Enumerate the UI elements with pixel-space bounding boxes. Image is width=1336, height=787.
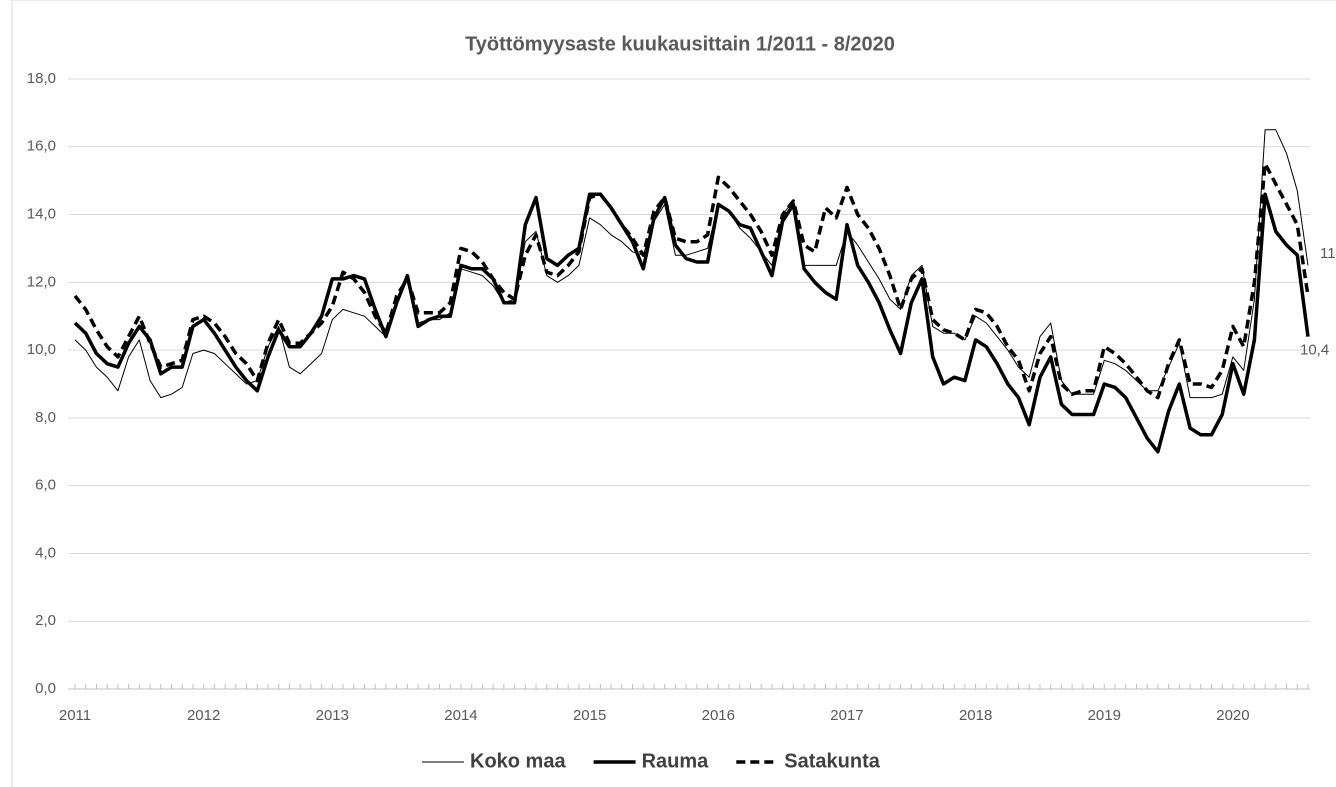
chart-frame: [11, 0, 1336, 787]
y-tick-label: 10,0: [27, 341, 56, 358]
series-line: [73, 161, 1310, 400]
chart-title: Työttömyysaste kuukausittain 1/2011 - 8/…: [465, 33, 895, 55]
y-tick-label: 4,0: [35, 544, 56, 561]
x-tick-label: 2017: [830, 707, 863, 724]
y-tick-label: 16,0: [27, 138, 56, 155]
x-tick-label: 2013: [316, 707, 349, 724]
y-tick-label: 18,0: [27, 70, 56, 87]
legend-label: Koko maa: [470, 750, 566, 772]
data-label: 10,4: [1300, 342, 1329, 359]
x-tick-label: 2019: [1088, 707, 1121, 724]
x-tick-label: 2016: [702, 707, 735, 724]
y-tick-label: 6,0: [35, 477, 56, 494]
y-tick-label: 2,0: [35, 612, 56, 629]
legend-label: Rauma: [642, 750, 710, 772]
x-tick-label: 2020: [1216, 707, 1249, 724]
series-line: [73, 192, 1310, 454]
y-tick-label: 14,0: [27, 206, 56, 223]
y-tick-label: 8,0: [35, 409, 56, 426]
data-label: 11,6: [1320, 245, 1336, 262]
x-tick-label: 2012: [187, 707, 220, 724]
y-tick-label: 12,0: [27, 273, 56, 290]
legend-label: Satakunta: [784, 750, 880, 772]
x-tick-label: 2015: [573, 707, 606, 724]
y-tick-label: 0,0: [35, 680, 56, 697]
x-tick-label: 2014: [444, 707, 477, 724]
x-tick-label: 2018: [959, 707, 992, 724]
x-tick-label: 2011: [59, 707, 91, 724]
